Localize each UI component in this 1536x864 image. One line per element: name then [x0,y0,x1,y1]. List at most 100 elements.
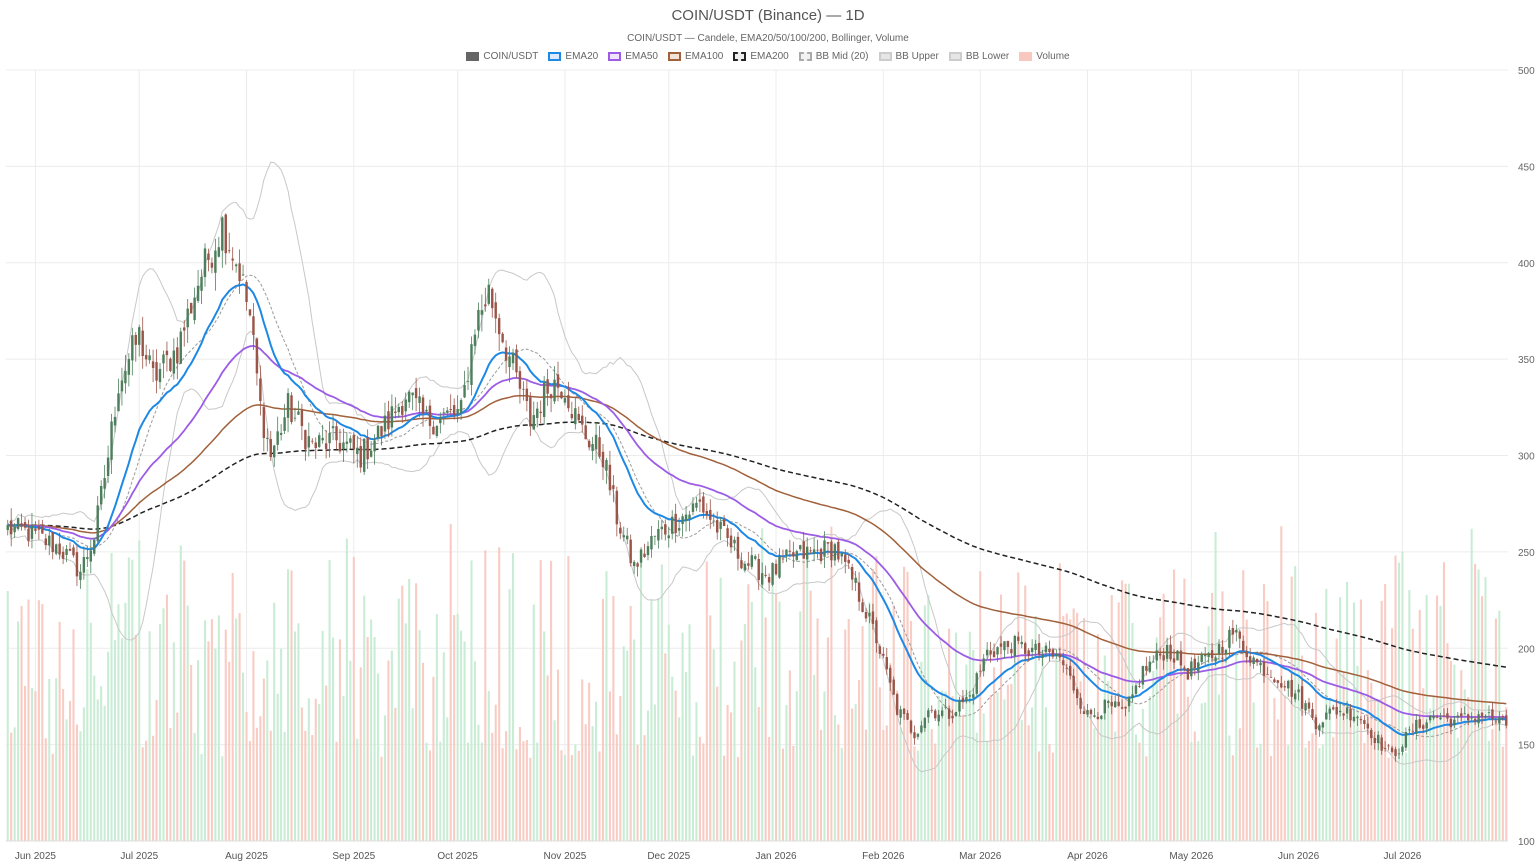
candle-body [653,535,657,537]
candle-body [428,405,432,426]
candle-body [549,394,553,399]
candle-body [1248,656,1252,663]
candle-body [1193,658,1197,669]
volume-bar [380,756,383,841]
volume-bar [373,637,376,841]
candle-body [1359,719,1363,721]
volume-bar [754,667,757,841]
volume-bar [536,742,539,841]
volume-bar [210,619,213,841]
volume-bar [899,727,902,841]
volume-bar [82,707,85,841]
volume-bar [906,571,909,841]
candle-body [414,388,418,399]
candle-body [944,706,947,708]
candle-body [48,535,51,546]
candle-body [169,358,172,371]
volume-bar [75,724,78,841]
candle-body [1325,712,1328,720]
legend-item[interactable]: BB Upper [878,51,939,62]
candle-body [234,264,238,267]
candle-body [889,667,892,683]
candle-body [1058,653,1062,658]
volume-bar [1256,747,1259,841]
volume-bar [117,604,120,841]
candle-body [1477,714,1480,724]
volume-bar [141,747,144,841]
candle-body [279,432,283,435]
candle-body [141,330,144,357]
grid-lines [6,69,1508,842]
candle-body [1231,627,1235,635]
volume-bar [183,560,186,841]
legend-item[interactable]: EMA100 [668,51,723,62]
volume-bar [657,598,660,841]
volume-bar [508,589,511,841]
legend-item[interactable]: BB Mid (20) [798,51,869,62]
legend-item[interactable]: EMA50 [608,51,658,62]
legend-item[interactable]: Volume [1019,51,1070,62]
candle-body [1332,707,1335,710]
candle-body [923,718,927,729]
volume-bar [1304,747,1307,841]
candle-body [1242,640,1245,651]
volume-bar [653,704,656,841]
y-tick-label: 350 [1518,355,1535,366]
candle-body [113,416,117,426]
candle-body [1145,665,1148,671]
candle-body [643,553,646,557]
volume-bar [363,595,366,841]
candle-body [1383,748,1387,749]
legend-item[interactable]: EMA20 [548,51,598,62]
volume-bar [1121,580,1124,841]
candle-body [1131,694,1134,698]
volume-bar [937,695,940,841]
volume-bar [691,755,695,841]
volume-bar [989,695,992,841]
candle-body [1262,661,1266,676]
x-tick-label: Apr 2026 [1067,851,1108,862]
candle-body [1155,650,1158,661]
candle-body [1107,701,1110,703]
volume-bar [705,561,708,841]
candle-body [947,708,951,719]
volume-bar [1141,708,1144,841]
volume-bar [1474,563,1477,841]
x-tick-label: May 2026 [1169,851,1213,862]
candle-body [882,653,885,656]
volume-bar [68,701,72,841]
candle-body [1335,706,1338,715]
volume-bar [1228,735,1231,841]
volume-bar [13,727,16,841]
volume-bar [550,560,553,841]
candle-body [196,285,200,301]
candle-body [799,545,802,550]
volume-bar [190,664,193,841]
volume-bar [650,599,653,841]
volume-bar [1051,752,1054,841]
volume-bar [954,632,958,841]
candle-body [750,555,754,567]
volume-bar [1152,670,1155,841]
volume-bar [740,640,743,841]
volume-bar [27,599,30,841]
candle-body [1387,745,1390,747]
candle-body [1370,729,1373,739]
candle-body [1273,679,1276,683]
candle-body [632,561,636,567]
volume-bar [743,624,746,841]
x-tick-label: Jan 2026 [755,851,797,862]
volume-bar [48,678,51,841]
legend-item[interactable]: BB Lower [948,51,1009,62]
volume-bar [311,735,314,841]
x-tick-label: Jul 2026 [1384,851,1422,862]
candle-body [459,400,463,414]
candle-body [619,527,622,534]
candle-body [317,435,321,447]
volume-bar [1058,563,1061,841]
volume-bar [44,738,47,841]
volume-bar [235,618,238,841]
legend-item[interactable]: COIN/USDT [466,51,538,62]
volume-bar [107,651,110,841]
legend-item[interactable]: EMA200 [733,51,789,62]
